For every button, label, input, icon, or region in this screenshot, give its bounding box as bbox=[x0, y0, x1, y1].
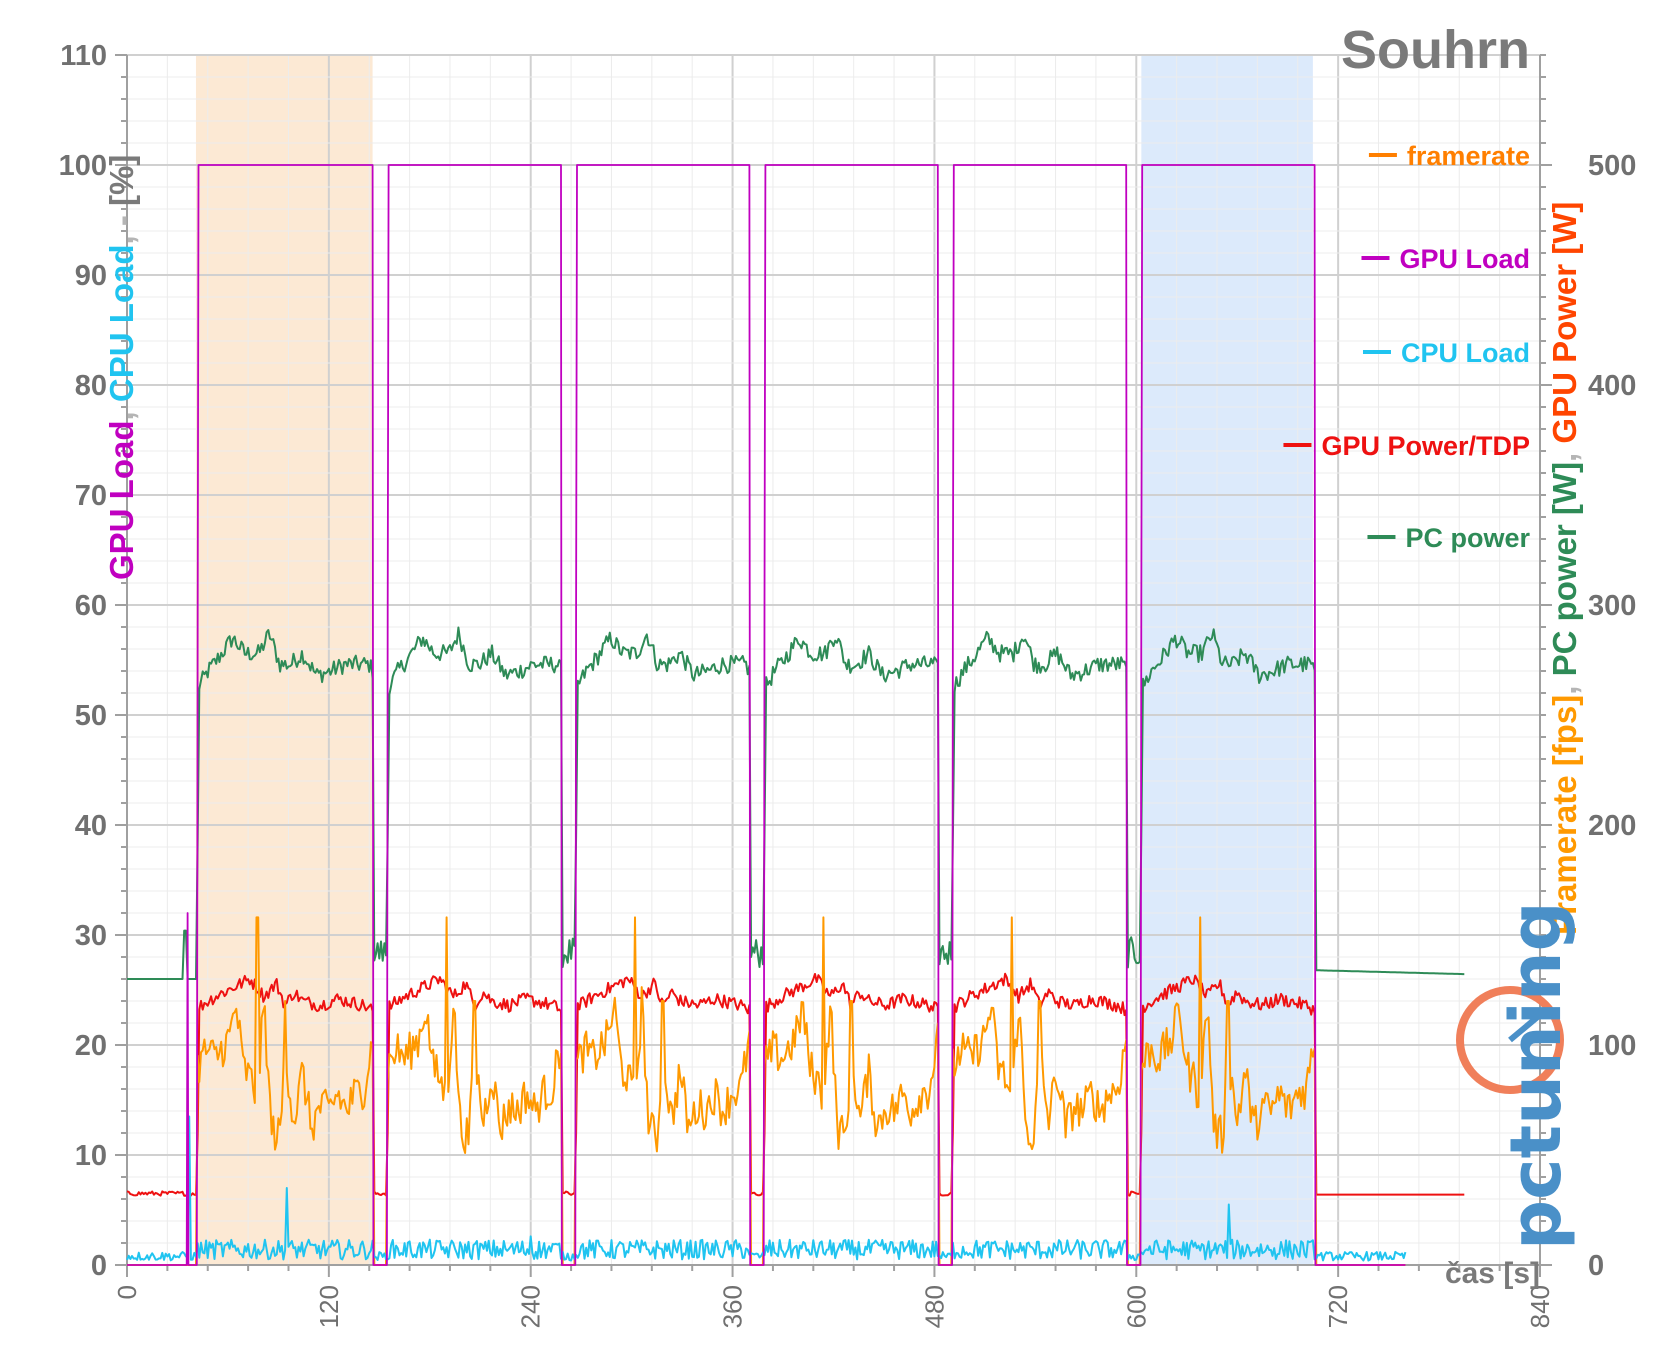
tick-labels: 0 10 20 30 40 50 60 70 80 90 100 110 0 100 200 300 400 50… bbox=[59, 40, 1637, 1328]
y-left-tick-label: 100 bbox=[59, 150, 107, 182]
y-left-tick-label: 30 bbox=[75, 920, 107, 952]
legend-label: GPU Load bbox=[1399, 244, 1530, 274]
y-right-tick-label: 400 bbox=[1588, 370, 1636, 402]
y-left-tick-label: 50 bbox=[75, 700, 107, 732]
grid bbox=[126, 54, 1541, 1266]
x-tick-label: 720 bbox=[1323, 1285, 1353, 1328]
x-tick-label: 120 bbox=[314, 1285, 344, 1328]
series-line-framerate bbox=[127, 916, 1406, 1266]
y-left-tick-label: 110 bbox=[60, 40, 107, 72]
axis-label-part: , bbox=[103, 226, 140, 244]
x-tick-label: 600 bbox=[1121, 1285, 1151, 1328]
legend-label: framerate bbox=[1407, 141, 1530, 171]
logo-needle bbox=[1508, 1012, 1542, 1043]
legend: framerate GPU Load CPU Load GPU Power/TDP PC… bbox=[1283, 141, 1530, 553]
logo-ring bbox=[1456, 986, 1564, 1094]
axis-label-part: GPU Power [W] bbox=[1546, 202, 1583, 444]
y-left-tick-label: 90 bbox=[75, 260, 107, 292]
axis-label-part: , bbox=[1546, 444, 1583, 462]
y-left-tick-label: 0 bbox=[91, 1250, 107, 1282]
series-line-gpu-load bbox=[126, 164, 1406, 1266]
logo-text: pctuning bbox=[1495, 901, 1577, 1250]
series-line-pc-power bbox=[127, 626, 1465, 980]
y-right-tick-label: 0 bbox=[1588, 1250, 1604, 1282]
y-right-tick-label: 500 bbox=[1588, 150, 1636, 182]
x-axis-label: čas [s] bbox=[1445, 1257, 1540, 1290]
axis-label-part: [%] bbox=[103, 155, 140, 216]
y-right-tick-label: 300 bbox=[1588, 590, 1636, 622]
pctuning-logo: pctuning bbox=[1456, 901, 1577, 1250]
axes bbox=[115, 54, 1552, 1277]
highlight-band-0 bbox=[195, 55, 373, 1265]
axis-label-part: GPU Load bbox=[103, 420, 140, 580]
legend-label: GPU Power/TDP bbox=[1321, 431, 1530, 461]
y-left-tick-label: 70 bbox=[75, 480, 107, 512]
series-layer bbox=[126, 164, 1465, 1266]
y-left-tick-label: 20 bbox=[75, 1030, 107, 1062]
y-left-tick-label: 10 bbox=[75, 1140, 107, 1172]
y-left-tick-label: 80 bbox=[75, 370, 107, 402]
x-tick-label: 360 bbox=[718, 1285, 748, 1328]
y-axis-label-right: Framerate [fps], PC power [W], GPU Power… bbox=[1546, 202, 1583, 935]
series-line-cpu-load bbox=[126, 1115, 1407, 1262]
chart-title: Souhrn bbox=[1341, 20, 1530, 80]
y-axis-label-left: GPU Load, CPU Load, - [%] bbox=[103, 155, 140, 580]
legend-label: CPU Load bbox=[1401, 338, 1530, 368]
series-line-gpu-power bbox=[126, 972, 1465, 1197]
x-tick-label: 240 bbox=[516, 1285, 546, 1328]
axis-label-part: CPU Load bbox=[103, 244, 140, 402]
axis-label-part: PC power [W] bbox=[1546, 462, 1583, 676]
x-tick-label: 0 bbox=[112, 1285, 142, 1299]
axis-label-part: , bbox=[1546, 676, 1583, 694]
axis-label-part: Framerate [fps] bbox=[1546, 695, 1583, 935]
x-tick-label: 840 bbox=[1525, 1285, 1555, 1328]
axis-label-part: - bbox=[103, 215, 140, 226]
x-tick-label: 480 bbox=[919, 1285, 949, 1328]
y-left-tick-label: 60 bbox=[75, 590, 107, 622]
y-right-tick-label: 100 bbox=[1588, 1030, 1636, 1062]
axis-label-part: , bbox=[103, 402, 140, 420]
y-right-tick-label: 200 bbox=[1588, 810, 1636, 842]
y-left-tick-label: 40 bbox=[75, 810, 107, 842]
legend-label: PC power bbox=[1405, 523, 1530, 553]
